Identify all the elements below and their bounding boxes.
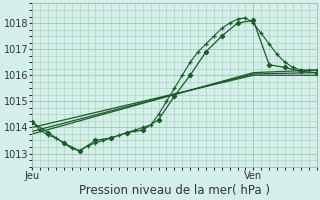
X-axis label: Pression niveau de la mer( hPa ): Pression niveau de la mer( hPa ) <box>79 184 270 197</box>
